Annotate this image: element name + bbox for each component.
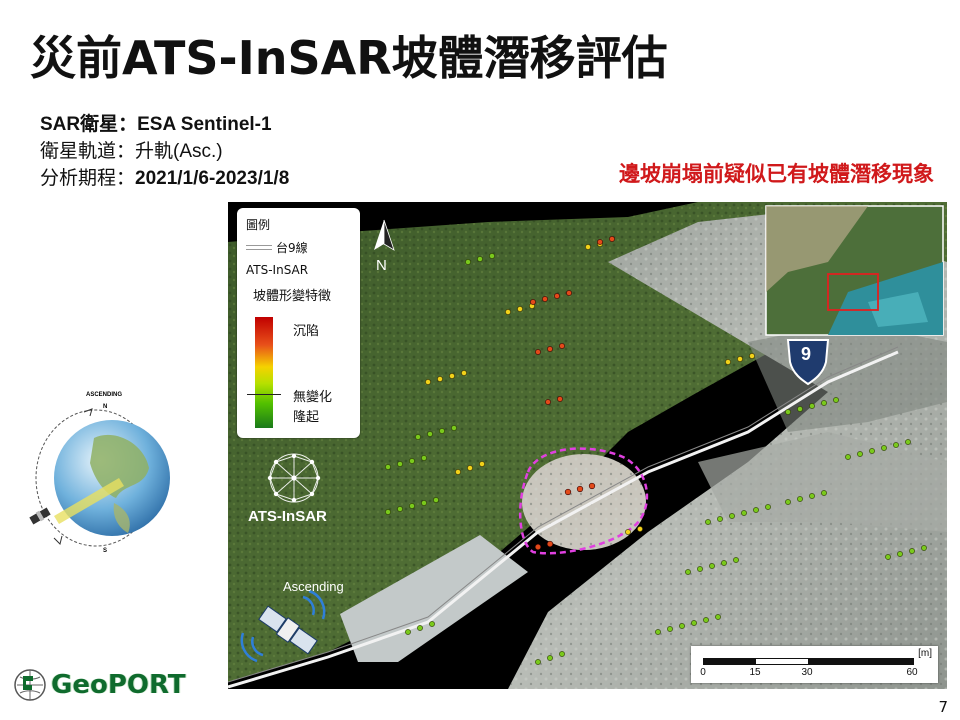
geoport-logo: GeoPORT xyxy=(13,668,186,702)
satellite-map: N 9 xyxy=(228,202,947,689)
legend-road-entry: 台9線 xyxy=(246,239,308,256)
info-value: 升軌(Asc.) xyxy=(135,141,223,162)
scale-tick: 60 xyxy=(906,667,918,678)
info-row-period: 分析期程：2021/1/6-2023/1/8 xyxy=(40,165,289,192)
info-value: 2021/1/6-2023/1/8 xyxy=(135,168,290,189)
satellite-icon xyxy=(240,589,326,663)
globe-top-label: ASCENDING xyxy=(86,392,123,398)
route-shield-icon xyxy=(786,339,830,386)
globe-icon xyxy=(29,408,170,547)
north-arrow-icon xyxy=(374,219,395,251)
geoport-logo-text: GeoPORT xyxy=(51,670,186,700)
map-legend: 圖例 台9線 ATS-InSAR 坡體形變特徵 沉陷 無變化 隆起 xyxy=(237,208,360,438)
legend-subsidence: 沉陷 xyxy=(293,324,320,339)
legend-uplift: 隆起 xyxy=(293,410,320,425)
info-label: SAR衛星： xyxy=(40,114,138,135)
insar-points xyxy=(385,236,927,665)
legend-road-label: 台9線 xyxy=(276,241,308,255)
legend-feature-label: 坡體形變特徵 xyxy=(253,289,332,304)
ascending-satellite-graphic: Ascending xyxy=(233,575,344,670)
north-label: N xyxy=(376,257,387,274)
info-row-satellite: SAR衛星：ESA Sentinel-1 xyxy=(40,111,289,138)
legend-title: 圖例 xyxy=(246,218,271,232)
info-row-orbit: 衛星軌道：升軌(Asc.) xyxy=(40,138,289,165)
ats-logo-text: ATS-InSAR xyxy=(248,508,327,525)
slide-title: 災前ATS-InSAR坡體潛移評估 xyxy=(30,31,668,85)
scale-bar-track xyxy=(703,658,914,665)
route-number: 9 xyxy=(801,344,812,364)
info-label: 分析期程： xyxy=(40,167,136,189)
location-inset xyxy=(765,205,944,336)
color-ramp xyxy=(255,317,273,428)
info-block: SAR衛星：ESA Sentinel-1 衛星軌道：升軌(Asc.) 分析期程：… xyxy=(40,111,289,192)
info-label: 衛星軌道： xyxy=(40,140,136,162)
scale-bar: [m] 0 15 30 60 xyxy=(691,646,938,683)
geoport-globe-icon xyxy=(14,669,46,701)
legend-no-change: 無變化 xyxy=(293,390,333,405)
ramp-zero-line xyxy=(247,394,281,395)
scale-tick: 30 xyxy=(801,667,813,678)
observation-note: 邊坡崩塌前疑似已有坡體潛移現象 xyxy=(619,162,934,186)
ats-insar-logo: ATS-InSAR xyxy=(246,448,342,534)
scale-segment xyxy=(704,659,756,664)
scale-tick: 15 xyxy=(749,667,761,678)
network-globe-icon xyxy=(267,453,321,503)
legend-ats-label: ATS-InSAR xyxy=(246,263,309,277)
globe-north: N xyxy=(103,404,108,410)
map-imagery xyxy=(228,202,947,689)
orbit-globe-diagram: ASCENDING N S xyxy=(24,388,184,560)
page-number: 7 xyxy=(938,698,948,716)
road-line-icon xyxy=(246,245,272,250)
info-value: ESA Sentinel-1 xyxy=(137,114,272,135)
scale-unit: [m] xyxy=(918,648,932,659)
globe-south: S xyxy=(103,548,108,554)
scale-tick: 0 xyxy=(700,667,706,678)
ascending-label: Ascending xyxy=(283,579,344,594)
scale-segment xyxy=(808,659,913,664)
